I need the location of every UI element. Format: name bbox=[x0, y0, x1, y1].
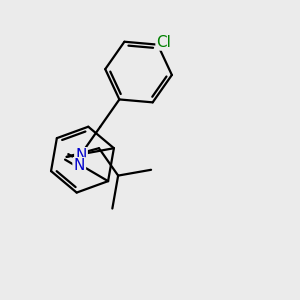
Text: N: N bbox=[75, 148, 87, 163]
Text: Cl: Cl bbox=[157, 34, 171, 50]
Text: N: N bbox=[74, 158, 85, 173]
